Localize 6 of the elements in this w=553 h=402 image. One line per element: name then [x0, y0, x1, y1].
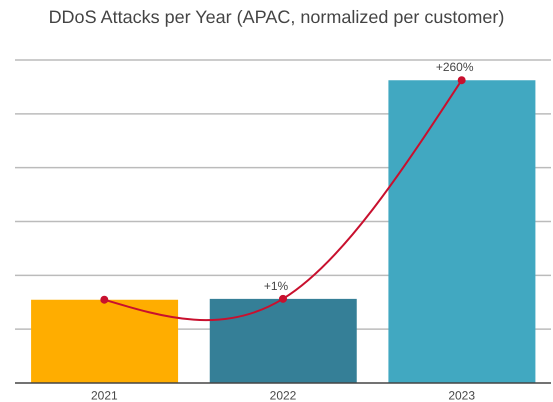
x-tick-label: 2022 — [270, 388, 297, 402]
x-tick-label: 2023 — [448, 388, 476, 402]
annotation: +1% — [264, 278, 288, 293]
annotation: +260% — [436, 60, 474, 74]
x-tick-label: 2021 — [90, 388, 118, 402]
chart-title: DDoS Attacks per Year (APAC, normalized per customer) — [48, 6, 506, 29]
